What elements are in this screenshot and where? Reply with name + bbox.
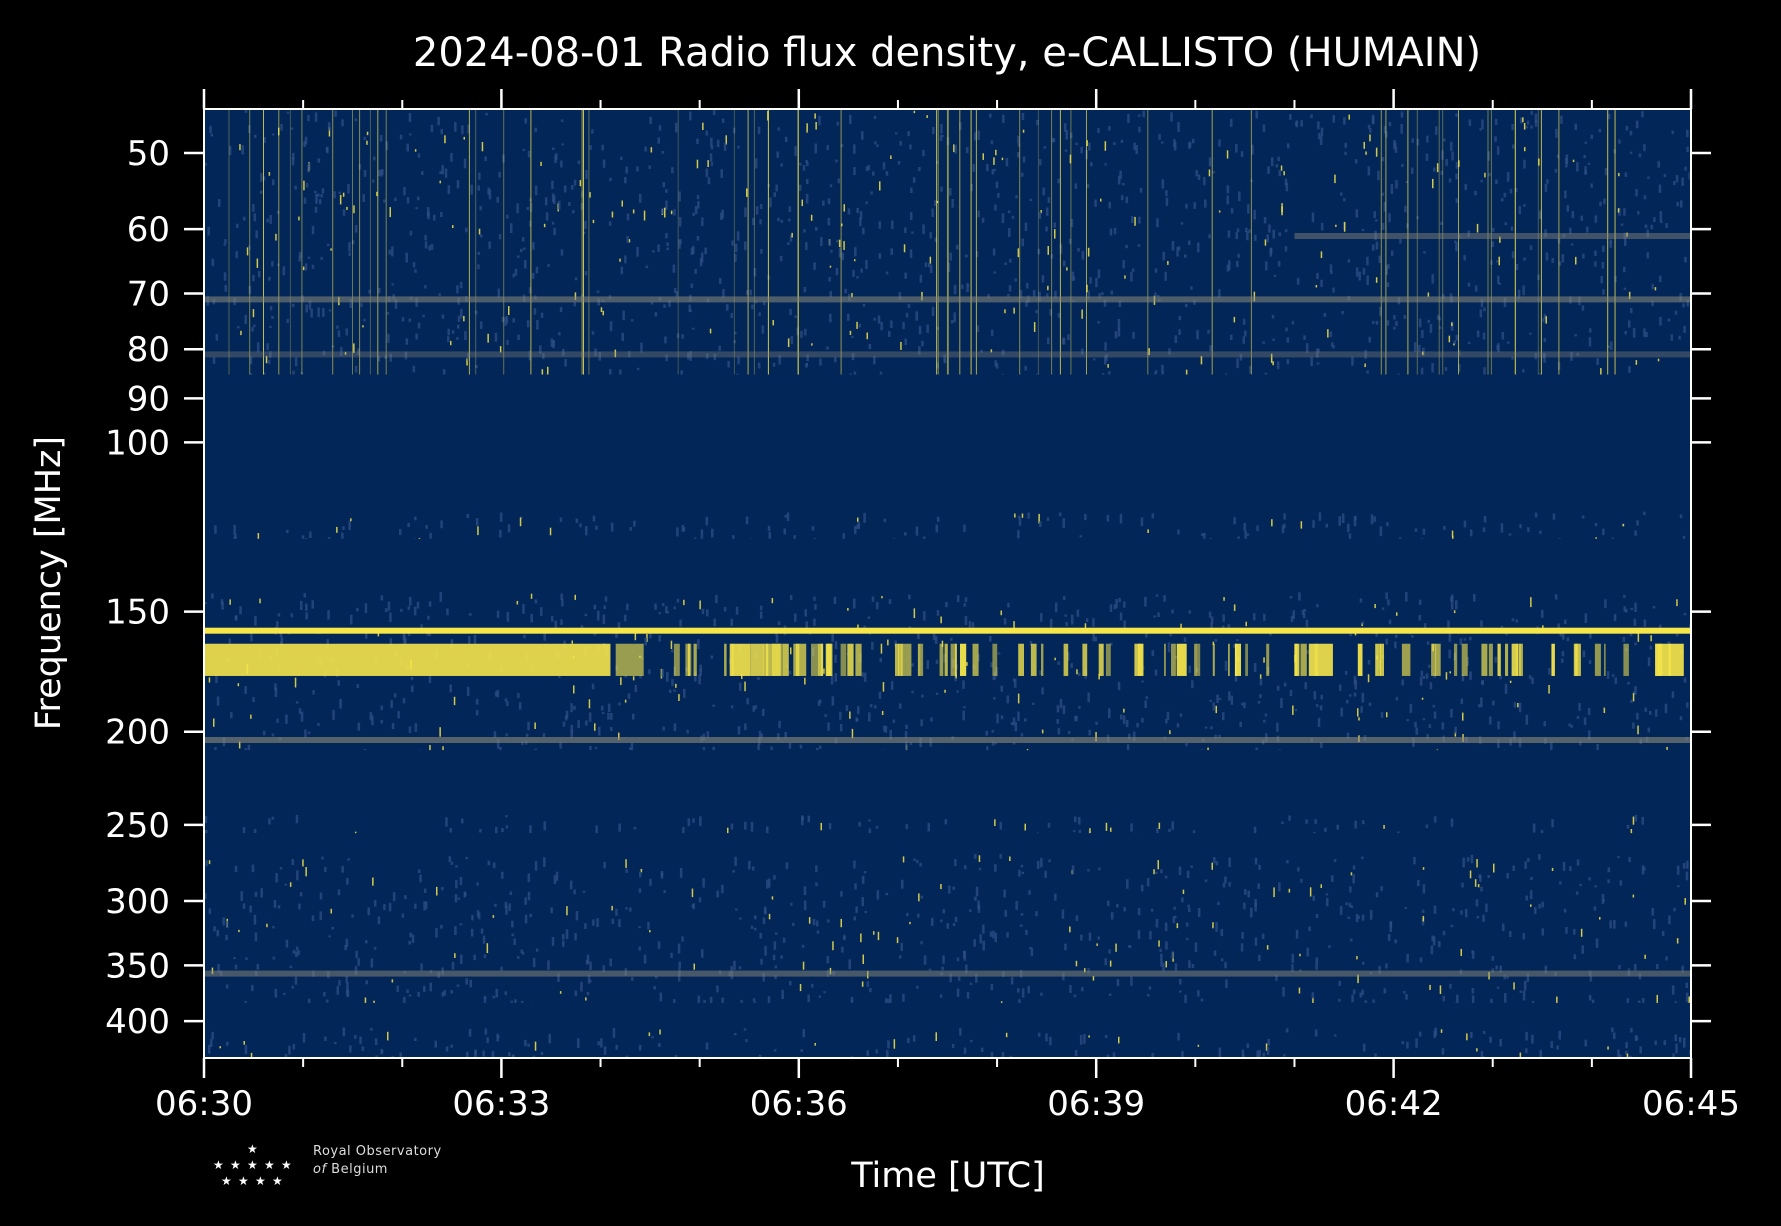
plot-frame [203, 108, 1692, 1059]
logo-line-2: of Belgium [313, 1161, 442, 1179]
chart-title: 2024-08-01 Radio flux density, e-CALLIST… [413, 30, 1481, 76]
x-axis: 06:30 06:33 06:36 06:39 06:42 06:45 [155, 89, 1740, 1124]
y-tick-label: 70 [127, 274, 170, 314]
y-tick-label: 350 [105, 946, 170, 986]
blank-band-4 [204, 1002, 1691, 1028]
spectrogram-plot-area [204, 109, 1691, 1058]
y-tick-label: 50 [127, 134, 170, 174]
y-tick-label: 300 [105, 882, 170, 922]
blank-band-3 [204, 833, 1691, 854]
logo-text: Royal Observatory of Belgium [313, 1143, 442, 1179]
x-tick-label: 06:30 [155, 1084, 253, 1124]
steady-line-5 [204, 970, 1691, 977]
stars-icon: ★ ★ ★ ★ ★ ★ ★ ★ ★ ★ [213, 1142, 292, 1188]
steady-line-2 [204, 351, 1691, 358]
steady-line-4 [204, 737, 1691, 743]
x-tick-label: 06:42 [1345, 1084, 1443, 1124]
y-axis-label: Frequency [MHz] [29, 436, 69, 730]
steady-line-1 [1294, 233, 1691, 239]
royal-observatory-logo: ★ ★ ★ ★ ★ ★ ★ ★ ★ ★ Royal Observatory of… [205, 1143, 465, 1195]
x-axis-label: Time [UTC] [850, 1156, 1044, 1196]
y-tick-label: 100 [105, 423, 170, 463]
x-tick-label: 06:33 [452, 1084, 550, 1124]
logo-line-1: Royal Observatory [313, 1144, 442, 1159]
blank-band-0 [204, 374, 1691, 512]
y-tick-label: 60 [127, 210, 170, 250]
x-tick-label: 06:36 [750, 1084, 848, 1124]
logo-of: of [313, 1162, 327, 1177]
steady-line-0 [204, 296, 1691, 303]
x-tick-label: 06:45 [1642, 1084, 1740, 1124]
intermittent-bursts [615, 643, 1684, 676]
y-tick-label: 250 [105, 806, 170, 846]
x-tick-label: 06:39 [1047, 1084, 1145, 1124]
y-tick-label: 400 [105, 1002, 170, 1042]
y-tick-label: 150 [105, 593, 170, 633]
y-tick-label: 90 [127, 379, 170, 419]
continuous-emission [204, 643, 611, 676]
logo-belgium: Belgium [331, 1162, 388, 1177]
vertical-spikes [228, 109, 1616, 375]
y-tick-label: 80 [127, 330, 170, 370]
blank-band-2 [204, 750, 1691, 815]
steady-line-3 [204, 627, 1691, 634]
y-tick-label: 200 [105, 713, 170, 753]
blank-band-1 [204, 538, 1691, 592]
